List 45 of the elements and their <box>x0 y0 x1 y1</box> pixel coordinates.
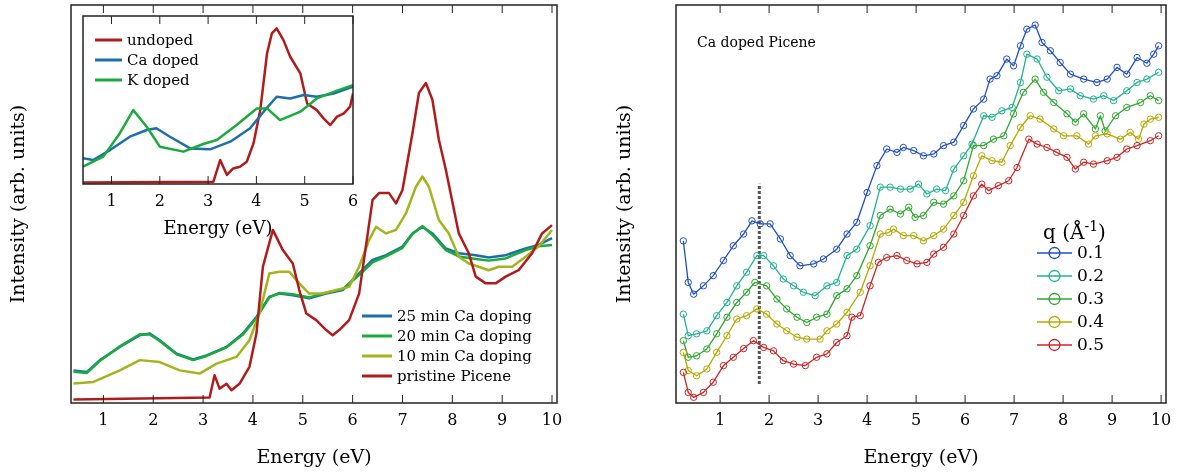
legend-label: 0.2 <box>1077 265 1105 285</box>
legend-label: 10 min Ca doping <box>397 347 533 365</box>
legend-label: 0.3 <box>1077 288 1105 308</box>
x-tick-label: 8 <box>447 410 458 429</box>
legend-label: Ca doped <box>127 51 200 69</box>
legend-label: 20 min Ca doping <box>397 327 533 345</box>
x-tick-label: 2 <box>148 410 159 429</box>
x-tick-label: 4 <box>251 191 262 210</box>
x-tick-label: 10 <box>1150 410 1172 429</box>
x-tick-label: 1 <box>715 410 726 429</box>
legend-label: 25 min Ca doping <box>397 307 533 325</box>
x-tick-label: 5 <box>911 410 922 429</box>
x-tick-label: 2 <box>764 410 775 429</box>
x-tick-label: 1 <box>98 410 109 429</box>
legend-label: 0.4 <box>1077 311 1105 331</box>
x-tick-label: 3 <box>198 410 209 429</box>
x-tick-label: 10 <box>541 410 563 429</box>
x-tick-label: 7 <box>1009 410 1020 429</box>
x-axis-title: Energy (eV) <box>863 445 979 467</box>
x-tick-label: 9 <box>1107 410 1118 429</box>
legend-title: q (Å$^{-1}$) <box>1043 218 1106 244</box>
annotation: Ca doped Picene <box>697 34 816 50</box>
x-tick-label: 3 <box>813 410 824 429</box>
legend-label: undoped <box>127 31 194 49</box>
x-tick-label: 1 <box>106 191 117 210</box>
legend-label: pristine Picene <box>397 367 512 385</box>
y-axis-title: Intensity (arb. units) <box>6 104 28 304</box>
legend-label: 0.5 <box>1077 334 1105 354</box>
x-tick-label: 6 <box>347 191 359 210</box>
x-tick-label: 7 <box>397 410 408 429</box>
x-tick-label: 9 <box>497 410 508 429</box>
x-tick-label: 5 <box>299 191 310 210</box>
x-tick-label: 8 <box>1058 410 1069 429</box>
x-tick-label: 4 <box>862 410 873 429</box>
y-axis-title: Intensity (arb. units) <box>612 104 634 304</box>
x-tick-label: 3 <box>203 191 214 210</box>
x-tick-label: 6 <box>347 410 358 429</box>
legend-label: 0.1 <box>1077 242 1105 262</box>
x-axis-title: Energy (eV) <box>256 445 372 467</box>
x-tick-label: 2 <box>154 191 165 210</box>
x-tick-label: 5 <box>297 410 308 429</box>
x-tick-label: 4 <box>247 410 259 429</box>
x-tick-label: 6 <box>960 410 971 429</box>
legend-label: K doped <box>127 71 191 89</box>
x-axis-title: Energy (eV) <box>163 217 273 238</box>
